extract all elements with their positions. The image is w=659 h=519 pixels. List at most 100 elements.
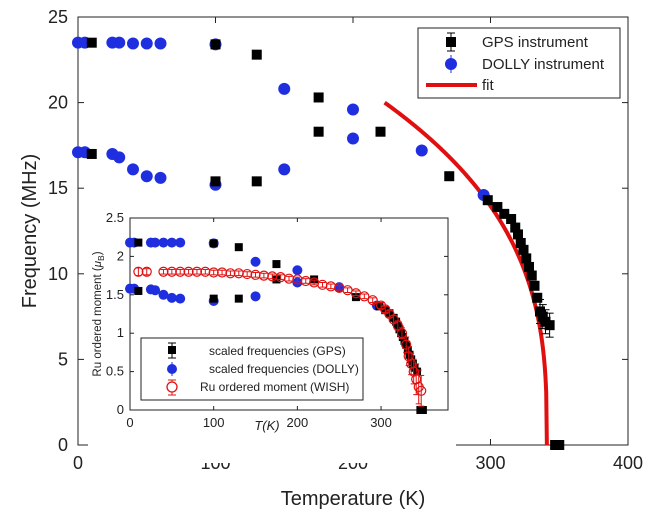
main-dolly-point-3 [113, 36, 126, 49]
inset-legend-item-dolly: scaled frequencies (DOLLY) [167, 362, 359, 376]
main-dolly-point-6 [154, 37, 167, 50]
main-gps-point-18 [521, 253, 532, 264]
inset-dolly-point-4 [158, 237, 169, 248]
inset-plot: 0 100 200 300 0 0.5 1 1.5 2 2.5 T(K) Ru ordered … [88, 205, 456, 463]
main-gps-point-19 [524, 261, 534, 272]
inset-background [88, 205, 456, 463]
main-legend: GPS instrument DOLLY instrument fit [417, 27, 621, 99]
inset-gps-point-0 [134, 238, 143, 247]
main-dolly-point-20 [278, 163, 291, 176]
main-dolly-point-9 [347, 103, 359, 116]
inset-wish-point-35 [403, 351, 414, 362]
inset-legend-item-wish: Ru ordered moment (WISH) [166, 379, 349, 396]
inset-wish-point-34 [401, 339, 412, 350]
inset-legend-wish-label: Ru ordered moment (WISH) [200, 380, 349, 394]
main-x-tick-label-0: 0 [73, 453, 83, 473]
inset-gps-point-21 [403, 346, 412, 355]
inset-gps-point-2 [209, 239, 218, 248]
main-x-axis-title: Temperature (K) [281, 488, 426, 510]
main-fit-layer [383, 100, 549, 446]
main-gps-point-9 [444, 171, 455, 182]
inset-legend-gps-marker [168, 346, 176, 354]
main-gps-point-13 [506, 214, 517, 225]
inset-wish-point-4 [175, 266, 186, 277]
inset-wish-point-40 [416, 385, 427, 396]
inset-x-ticks: 0 100 200 300 [126, 218, 392, 430]
inset-x-tick-label-1: 100 [203, 415, 225, 430]
main-legend-dolly-marker [445, 58, 457, 70]
inset-dolly-point-17 [166, 292, 177, 303]
inset-gps-point-1 [134, 286, 143, 295]
inset-legend-gps-label: scaled frequencies (GPS) [209, 344, 346, 358]
inset-legend-dolly-label: scaled frequencies (DOLLY) [209, 362, 359, 376]
inset-wish-point-3 [166, 266, 177, 277]
main-gps-point-4 [251, 49, 262, 60]
main-y-tick-label-5: 25 [48, 7, 68, 27]
inset-legend-box [140, 337, 364, 401]
inset-dolly-point-8 [250, 256, 261, 267]
inset-wish-point-27 [367, 295, 378, 306]
main-y-tick-label-0: 0 [58, 435, 68, 455]
main-gps-point-23 [535, 306, 545, 317]
main-legend-item-fit: fit [426, 77, 495, 94]
inset-legend-item-gps: scaled frequencies (GPS) [168, 342, 346, 359]
inset-y-tick-label-0: 0 [117, 402, 124, 417]
inset-dolly-point-5 [166, 237, 177, 248]
inset-y-tick-label-3: 1.5 [106, 287, 124, 302]
inset-wish-point-38 [411, 374, 422, 385]
main-x-tick-label-3: 300 [475, 453, 505, 473]
main-gps-point-16 [515, 237, 526, 248]
main-gps-point-10 [482, 195, 493, 206]
main-gps-point-12 [499, 208, 510, 219]
main-x-tick-label-4: 400 [613, 453, 643, 473]
main-gps-point-3 [210, 176, 221, 187]
inset-x-tick-label-3: 300 [370, 415, 392, 430]
main-gps-point-26 [544, 320, 555, 331]
inset-dolly-point-18 [175, 293, 186, 304]
main-y-tick-label-2: 10 [48, 264, 68, 284]
inset-gps-point-9 [351, 293, 360, 302]
main-gps-point-7 [313, 126, 324, 137]
main-dolly-point-5 [140, 37, 153, 50]
main-dolly-point-17 [140, 170, 153, 183]
main-y-tick-label-4: 20 [48, 93, 68, 113]
inset-y-tick-label-1: 0.5 [106, 364, 124, 379]
inset-plot-frame [129, 217, 449, 411]
inset-wish-point-8 [208, 267, 219, 278]
inset-wish-point-26 [359, 291, 370, 302]
main-gps-point-8 [375, 126, 386, 137]
inset-y-ticks: 0 0.5 1 1.5 2 2.5 [106, 210, 448, 417]
main-fit-line [383, 100, 549, 446]
inset-y-tick-label-5: 2.5 [106, 210, 124, 225]
inset-dolly-point-16 [158, 289, 169, 300]
main-dolly-point-8 [278, 82, 291, 95]
inset-gps-point-8 [310, 275, 319, 284]
main-gps-point-11 [492, 202, 503, 213]
main-gps-point-6 [313, 92, 324, 103]
main-legend-gps-marker [446, 37, 456, 47]
inset-gps-point-26 [413, 367, 422, 376]
main-gps-point-24 [537, 311, 548, 322]
inset-wish-point-2 [158, 266, 169, 277]
inset-gps-point-22 [405, 350, 414, 359]
inset-y-tick-label-2: 1 [117, 325, 124, 340]
main-dolly-point-4 [127, 37, 139, 50]
main-gps-point-28 [554, 440, 565, 450]
inset-gps-point-28 [418, 406, 427, 414]
inset-dolly-point-21 [292, 277, 303, 288]
inset-wish-point-10 [225, 268, 236, 279]
inset-wish-point-32 [392, 320, 403, 331]
inset-wish-point-1 [141, 266, 152, 277]
inset-wish-point-5 [183, 266, 194, 277]
inset-dolly-point-3 [150, 237, 161, 248]
main-y-axis-title: Frequency (MHz) [19, 154, 41, 308]
main-gps-point-20 [526, 270, 537, 281]
inset-wish-point-0 [133, 266, 144, 277]
inset-dolly-point-6 [175, 237, 186, 248]
inset-gps-point-6 [272, 260, 281, 269]
main-marks-layer [72, 36, 565, 450]
main-gps-point-21 [529, 280, 540, 291]
main-legend-gps-label: GPS instrument [482, 34, 589, 51]
